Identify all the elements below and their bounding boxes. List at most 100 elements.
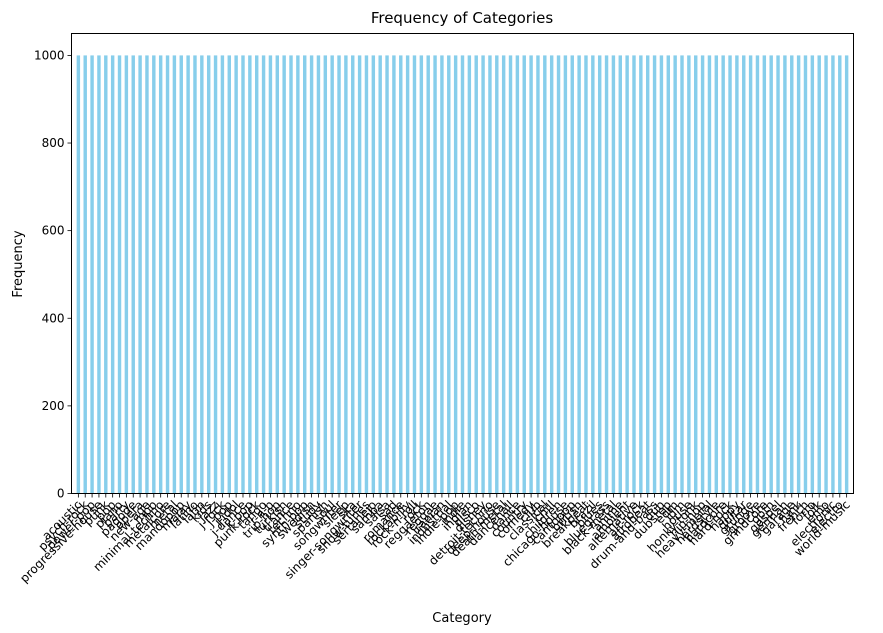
bar-deep-house [495,55,499,494]
bar-pop [110,55,115,494]
bar-disco [474,55,478,494]
bar-show-tunes [364,55,369,494]
bar-soul [330,55,334,494]
bar-anime [618,55,622,494]
bar-dancehall [508,55,513,494]
bars-group [76,55,849,494]
bar-cantopop [570,55,574,494]
bar-metalcore [165,55,170,494]
bar-funk [796,55,801,494]
bar-iranian [440,55,444,494]
bar-metal [172,55,177,494]
bar-samba [378,55,382,494]
bar-dub [659,55,664,494]
bar-goth [769,55,773,494]
bar-electronic [831,55,835,494]
bar-j-idol [234,55,238,494]
bar-indian [467,55,472,494]
bar-k-pop [248,55,252,494]
bar-happy [735,55,739,494]
bar-groove [755,55,760,494]
bar-comedy [529,55,533,494]
bar-hardcore [721,55,725,494]
bar-minimal-techno [158,55,163,494]
bar-indie [460,55,465,494]
plot-frame [71,33,854,494]
bar-sad [392,55,396,494]
bar-romance [399,55,403,494]
bar-singer-songwriter [357,55,362,494]
bar-chill [549,55,554,494]
bar-club [536,55,540,494]
bar-grindcore [762,55,767,494]
bar-r-n-b [268,55,273,494]
bar-study [316,55,321,494]
bar-pagode [131,55,135,494]
bar-malay [186,55,190,494]
bar-trip-hop [275,55,280,494]
bar-rock-n-roll [412,55,417,494]
bar-disney [481,55,485,494]
bar-chicago-house [563,55,568,494]
bar-idm [680,55,684,494]
bar-j-dance [241,55,245,494]
bar-trance [289,55,293,494]
bar-honky-tonk [694,55,698,494]
bar-dubstep [666,55,671,494]
bar-rock [419,55,424,494]
y-tick-label: 1000 [34,48,65,62]
bar-forro [810,55,815,494]
bar-black-metal [611,55,616,494]
bar-reggae [433,55,437,494]
bar-alt-rock [639,55,643,494]
bar-jazz [213,55,218,494]
bar-country [522,55,526,494]
bar-emo [824,55,828,494]
bar-party [124,55,129,494]
bar-world-music [844,55,849,494]
bar-tango [261,55,266,494]
bar-salsa [385,55,389,494]
bar-dance [515,55,520,494]
bar-ska [351,55,355,494]
bar-power-pop [90,55,94,494]
bar-brazil [591,55,595,494]
bar-drum-and-bass [652,55,657,494]
bar-j-rock [220,55,225,494]
bar-sleep [344,55,348,494]
bar-british [577,55,581,494]
bar-indie-pop [453,55,458,494]
bar-songwriter [337,55,341,494]
bar-mandopop [179,55,183,494]
bar-children [556,55,561,494]
bar-new-age [145,55,149,494]
x-tick-group: acousticpsych-rockpower-popprogressive-h… [17,493,853,586]
y-axis-label: Frequency [11,230,26,297]
bar-afrobeat [645,55,650,494]
bar-swedish [309,55,314,494]
bar-techno [296,55,300,494]
bar-industrial [447,55,451,494]
bar-punk [104,55,108,494]
bar-reggaeton [426,55,430,494]
bar-hip-hop [700,55,705,494]
bar-sertanejo [371,55,376,494]
bar-hard-rock [728,55,732,494]
y-tick-label: 800 [42,136,65,150]
bar-edm [673,55,677,494]
bar-french [803,55,808,494]
bar-german [783,55,787,494]
y-tick-label: 600 [42,224,65,238]
bar-classical [543,55,547,494]
bar-latin [200,55,204,494]
bar-mpb [152,55,156,494]
bar-punk-rock [254,55,259,494]
bar-alternative [632,55,636,494]
y-tick-group: 0 200 400 600 800 1000 [34,48,72,501]
bar-kids [206,55,211,494]
bar-ambient [625,55,629,494]
bar-electro [838,55,842,494]
bar-turkish [282,55,286,494]
bar-hardstyle [714,55,719,494]
